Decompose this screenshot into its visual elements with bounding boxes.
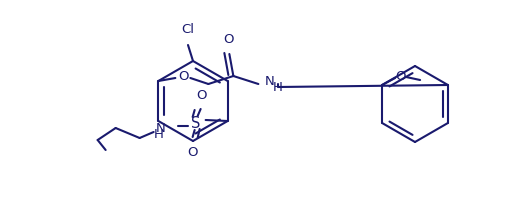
- Text: O: O: [187, 145, 198, 158]
- Text: Cl: Cl: [182, 23, 194, 36]
- Text: O: O: [395, 69, 405, 82]
- Text: O: O: [223, 33, 234, 46]
- Text: H: H: [154, 127, 164, 140]
- Text: O: O: [178, 70, 188, 83]
- Text: N: N: [156, 122, 166, 135]
- Text: H: H: [272, 81, 282, 94]
- Text: O: O: [196, 89, 207, 102]
- Text: S: S: [191, 116, 201, 131]
- Text: N: N: [265, 75, 274, 88]
